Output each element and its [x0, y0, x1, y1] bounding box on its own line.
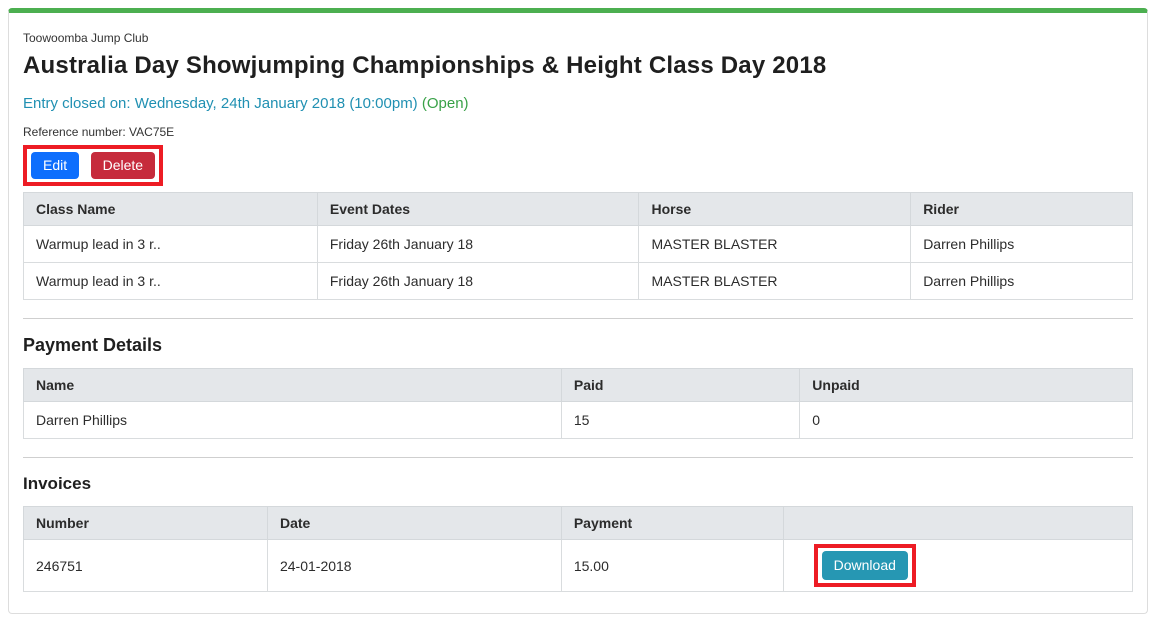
payment-details-table: Name Paid Unpaid Darren Phillips 15 0	[23, 368, 1133, 439]
column-header-date: Date	[266, 506, 562, 540]
payment-details-heading: Payment Details	[23, 335, 163, 355]
cell-horse: MASTER BLASTER	[638, 262, 912, 300]
column-header-payment: Payment	[560, 506, 784, 540]
cell-rider: Darren Phillips	[910, 225, 1133, 263]
table-row: Darren Phillips 15 0	[23, 401, 1133, 439]
table-row: 246751 24-01-2018 15.00 Download	[23, 539, 1134, 592]
delete-button[interactable]: Delete	[90, 152, 156, 179]
cell-event-dates: Friday 26th January 18	[316, 225, 640, 263]
cell-unpaid: 0	[799, 401, 1133, 439]
invoices-heading: Invoices	[23, 474, 92, 493]
column-header-name: Name	[23, 368, 562, 402]
cell-invoice-date: 24-01-2018	[266, 539, 562, 592]
table-row: Warmup lead in 3 r.. Friday 26th January…	[23, 225, 1133, 263]
entries-table: Class Name Event Dates Horse Rider Warmu…	[23, 192, 1133, 300]
column-header-event-dates: Event Dates	[316, 192, 640, 226]
entry-closed-line: Entry closed on: Wednesday, 24th January…	[23, 95, 1133, 112]
column-header-paid: Paid	[560, 368, 801, 402]
download-button[interactable]: Download	[821, 551, 908, 580]
cell-name: Darren Phillips	[23, 401, 562, 439]
cell-rider: Darren Phillips	[910, 262, 1133, 300]
column-header-rider: Rider	[910, 192, 1133, 226]
cell-class-name: Warmup lead in 3 r..	[23, 262, 318, 300]
cell-horse: MASTER BLASTER	[638, 225, 912, 263]
invoices-table: Number Date Payment 246751 24-01-2018 15…	[23, 506, 1134, 592]
section-divider	[23, 318, 1133, 319]
club-name: Toowoomba Jump Club	[23, 31, 149, 45]
payment-table-header-row: Name Paid Unpaid	[23, 368, 1133, 402]
cell-invoice-number: 246751	[23, 539, 268, 592]
page-title: Australia Day Showjumping Championships …	[23, 52, 827, 79]
annotation-box-actions: Edit Delete	[23, 145, 164, 186]
cell-event-dates: Friday 26th January 18	[316, 262, 640, 300]
section-divider	[23, 457, 1133, 458]
annotation-box-download: Download	[813, 544, 916, 587]
cell-invoice-download: Download	[782, 539, 1134, 592]
edit-button[interactable]: Edit	[31, 152, 80, 179]
cell-paid: 15	[560, 401, 801, 439]
cell-class-name: Warmup lead in 3 r..	[23, 225, 318, 263]
entries-table-header-row: Class Name Event Dates Horse Rider	[23, 192, 1133, 226]
cell-invoice-payment: 15.00	[560, 539, 784, 592]
entry-status-open: (Open)	[421, 95, 469, 112]
table-row: Warmup lead in 3 r.. Friday 26th January…	[23, 262, 1133, 300]
column-header-class-name: Class Name	[23, 192, 318, 226]
column-header-blank	[782, 506, 1134, 540]
column-header-unpaid: Unpaid	[799, 368, 1133, 402]
column-header-horse: Horse	[638, 192, 912, 226]
entry-details-panel: Toowoomba Jump Club Australia Day Showju…	[8, 8, 1148, 614]
invoices-table-header-row: Number Date Payment	[23, 506, 1134, 540]
column-header-number: Number	[23, 506, 268, 540]
reference-number: Reference number: VAC75E	[23, 125, 175, 139]
entry-closed-text: Entry closed on: Wednesday, 24th January…	[23, 95, 418, 112]
